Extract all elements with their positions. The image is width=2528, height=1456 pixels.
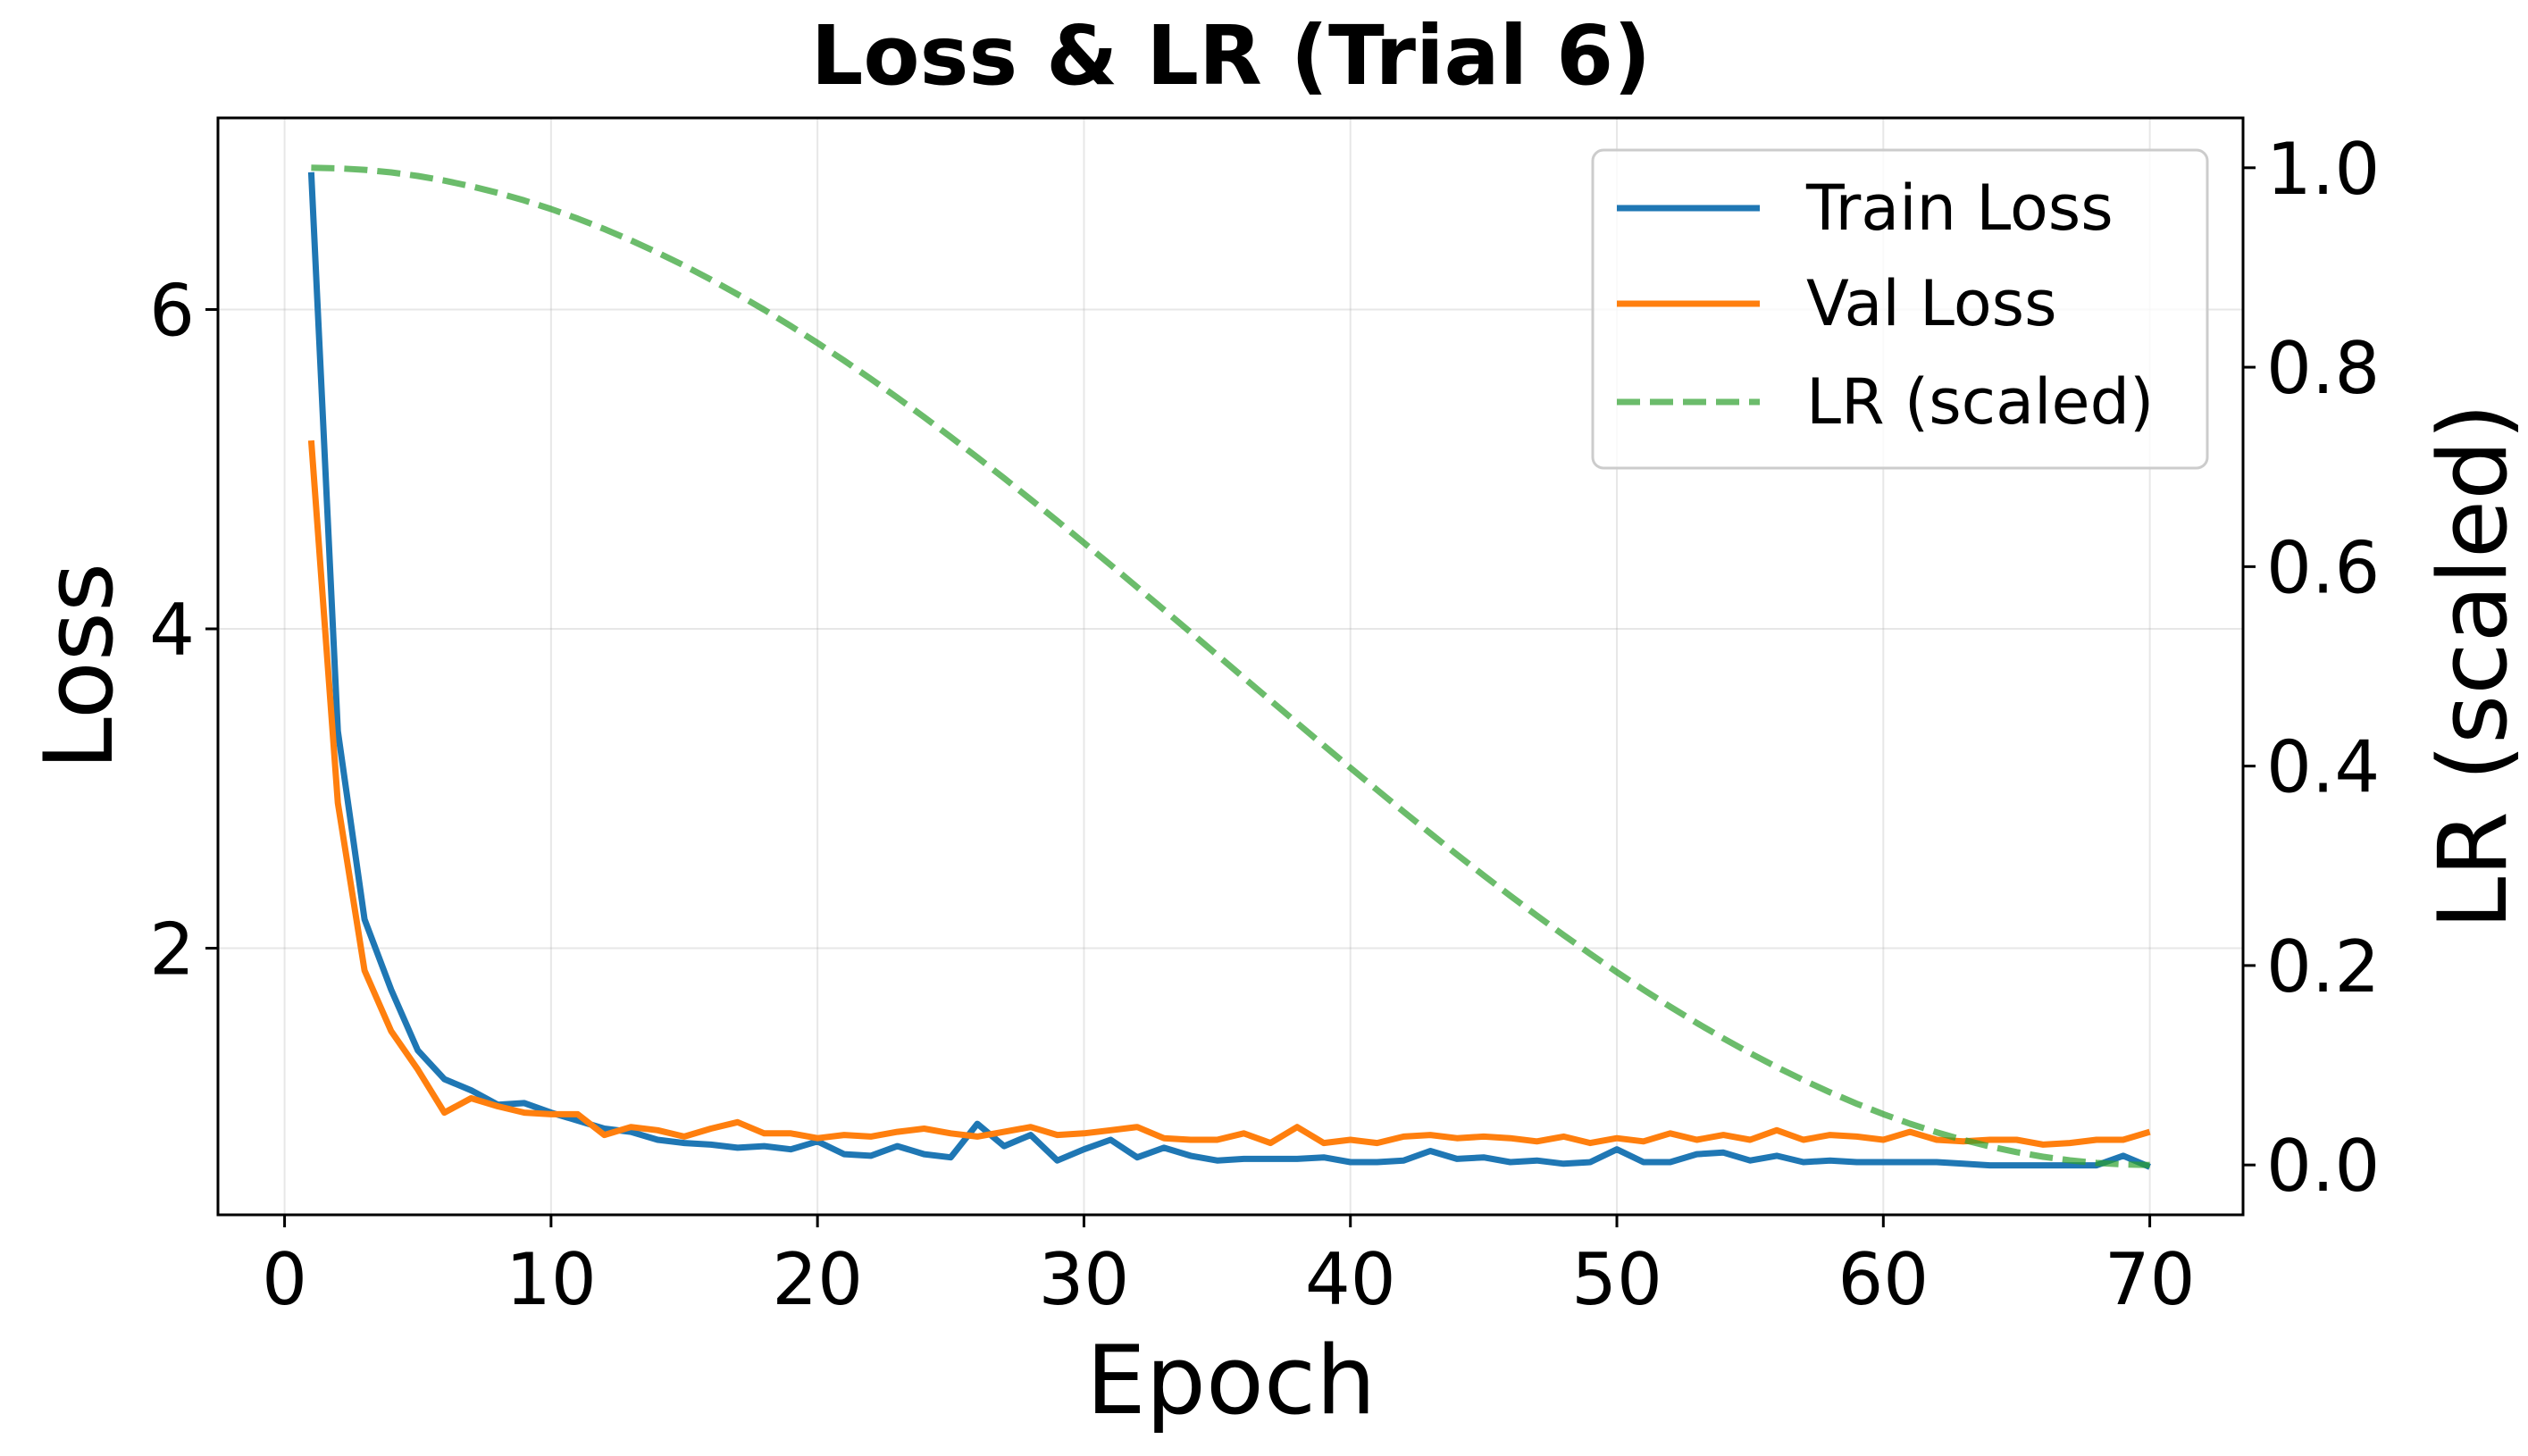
y2-tick-label: 0.6 [2266,526,2380,609]
plot-frame [216,116,2245,1217]
y2-tick-label: 0.0 [2266,1125,2380,1208]
x-tick-label: 70 [2105,1238,2196,1321]
chart-title: Loss & LR (Trial 6) [811,8,1651,104]
x-tick-label: 40 [1305,1238,1396,1321]
legend-label-lr: LR (scaled) [1806,365,2154,439]
y2-axis-label: LR (scaled) [2418,403,2528,930]
y2-tick-label: 0.4 [2266,726,2380,809]
x-tick-label: 10 [506,1238,597,1321]
legend: Train Loss Val Loss LR (scaled) [1591,148,2209,470]
x-axis-label: Epoch [1086,1326,1377,1435]
y-tick-label: 6 [149,269,195,352]
y-tick-label: 2 [149,908,195,991]
y-tick-label: 4 [149,589,195,672]
series-line-lr-scaled [311,164,2150,1168]
y2-tick-label: 0.2 [2266,925,2380,1008]
x-tick-label: 60 [1837,1238,1929,1321]
legend-label-val-loss: Val Loss [1806,267,2057,340]
x-tick-label: 20 [772,1238,863,1321]
x-tick-label: 0 [262,1238,307,1321]
legend-box [1591,148,2209,470]
series-line-val-loss [307,439,2151,1148]
ticks: 0 10 20 30 40 50 60 70 2 4 6 0.0 0.2 0.4 0.6 0.8 1.0 [149,128,2380,1321]
y2-tick-label: 0.8 [2266,327,2380,410]
legend-label-train-loss: Train Loss [1805,172,2114,245]
x-tick-label: 30 [1039,1238,1130,1321]
x-tick-label: 50 [1571,1238,1662,1321]
y2-tick-label: 1.0 [2266,128,2380,211]
series-layer [307,164,2151,1170]
y-axis-label: Loss [24,563,134,771]
